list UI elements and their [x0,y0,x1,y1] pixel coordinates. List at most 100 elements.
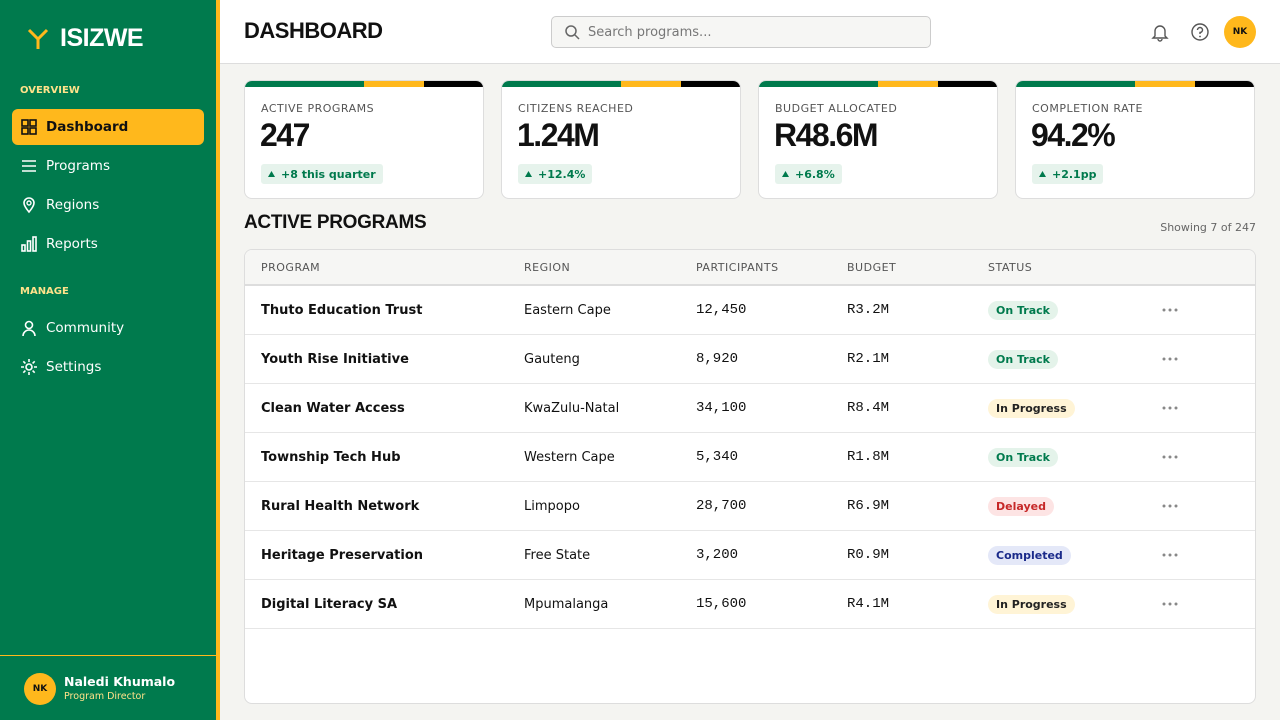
stat-value: 1.24M [517,117,600,153]
nav-item[interactable]: Dashboard [12,109,204,145]
status-badge: On Track [988,349,1058,369]
cell: Thuto Education Trust [261,302,423,318]
stat-change: +6.8% [775,164,842,184]
table-row[interactable]: Digital Literacy SA Mpumalanga 15,600 R4.1M… [245,580,1255,629]
nav-item[interactable]: Settings [12,349,204,385]
stat-label: BUDGET ALLOCATED [775,102,898,115]
column-header: BUDGET [847,260,897,274]
up-arrow [782,171,789,177]
table-row[interactable]: Township Tech Hub Western Cape 5,340 R1.8M O… [245,433,1255,482]
stat-card: CITIZENS REACHED 1.24M +12.4% [501,80,741,199]
icon [21,359,37,375]
table-row[interactable]: Heritage Preservation Free State 3,200 R0.9… [245,531,1255,580]
cell: Mpumalanga [524,596,609,612]
cell: Free State [524,547,591,563]
cell: 15,600 [696,596,747,612]
cell: 12,450 [696,302,747,318]
page-title: DASHBOARD [244,18,383,43]
status-badge: Completed [988,545,1071,565]
user-avatar[interactable]: NK [24,673,56,705]
cell: 5,340 [696,449,739,465]
row-menu[interactable] [1162,308,1178,312]
cell: Clean Water Access [261,400,405,416]
section-title: OVERVIEW [20,85,80,96]
cell: 28,700 [696,498,747,514]
stat-change-text: +8 this quarter [281,167,376,181]
cell: Gauteng [524,351,580,367]
notifications[interactable] [1150,22,1170,42]
flag-stripe [759,81,997,87]
flag-stripe [502,81,740,87]
stat-label: COMPLETION RATE [1032,102,1143,115]
stat-card: COMPLETION RATE 94.2% +2.1pp [1015,80,1255,199]
stat-label: CITIZENS REACHED [518,102,634,115]
sidebar: ISIZWE OVERVIEW Dashboard Programs Regio… [0,0,220,720]
cell: R0.9M [847,547,890,563]
cell: Western Cape [524,449,615,465]
column-header: PARTICIPANTS [696,260,779,274]
nav-label: Community [46,320,125,336]
stat-change-text: +6.8% [795,167,835,181]
icon [22,160,36,172]
stat-change: +2.1pp [1032,164,1104,184]
cell: R6.9M [847,498,890,514]
table-row[interactable]: Rural Health Network Limpopo 28,700 R6.9M De… [245,482,1255,531]
table-count: Showing 7 of 247 [1160,221,1256,234]
icon [22,320,36,337]
cell: Heritage Preservation [261,547,424,563]
stat-value: 94.2% [1031,117,1116,153]
table-title: ACTIVE PROGRAMS [244,212,427,233]
row-menu[interactable] [1162,602,1178,606]
brand-name: ISIZWE [60,24,144,52]
row-menu[interactable] [1162,455,1178,459]
flag-stripe [245,81,483,87]
cell: R1.8M [847,449,890,465]
nav-item[interactable]: Community [12,310,204,346]
help[interactable] [1190,22,1210,42]
nav-item[interactable]: Reports [12,226,204,262]
table-header: PROGRAM REGION PARTICIPANTS BUDGET STATUS [245,250,1255,286]
nav-label: Reports [46,236,98,252]
stat-value: R48.6M [774,117,879,153]
stat-change: +12.4% [518,164,593,184]
table-row[interactable]: Clean Water Access KwaZulu-Natal 34,100 R8.… [245,384,1255,433]
status-badge: In Progress [988,398,1075,418]
search-placeholder: Search programs... [588,24,712,40]
row-menu[interactable] [1162,357,1178,361]
icon [23,197,35,214]
cell: R3.2M [847,302,890,318]
cell: Rural Health Network [261,498,420,514]
search-box[interactable]: Search programs... [551,16,931,48]
nav-label: Settings [46,359,102,375]
cell: 3,200 [696,547,739,563]
status-badge: Delayed [988,496,1054,516]
table-row[interactable]: Thuto Education Trust Eastern Cape 12,450 R… [245,286,1255,335]
brand[interactable]: ISIZWE [26,24,144,53]
cell: KwaZulu-Natal [524,400,620,416]
section-title: MANAGE [20,286,69,297]
table-row[interactable]: Youth Rise Initiative Gauteng 8,920 R2.1M On… [245,335,1255,384]
cell: Eastern Cape [524,302,611,318]
flag-stripe [1016,81,1254,87]
logo [27,28,49,49]
row-menu[interactable] [1162,406,1178,410]
row-menu[interactable] [1162,504,1178,508]
status-badge: In Progress [988,594,1075,614]
icon [21,236,37,252]
nav-item[interactable]: Programs [12,148,204,184]
stat-card: ACTIVE PROGRAMS 247 +8 this quarter [244,80,484,199]
up-arrow [1039,171,1046,177]
cell: 34,100 [696,400,747,416]
cell: 8,920 [696,351,739,367]
cell: Digital Literacy SA [261,596,398,612]
stat-card: BUDGET ALLOCATED R48.6M +6.8% [758,80,998,199]
stat-change-text: +12.4% [538,167,586,181]
cell: R2.1M [847,351,890,367]
column-header: REGION [524,260,571,274]
cell: R8.4M [847,400,890,416]
row-menu[interactable] [1162,553,1178,557]
header-avatar[interactable]: NK [1224,16,1256,48]
nav-item[interactable]: Regions [12,187,204,223]
